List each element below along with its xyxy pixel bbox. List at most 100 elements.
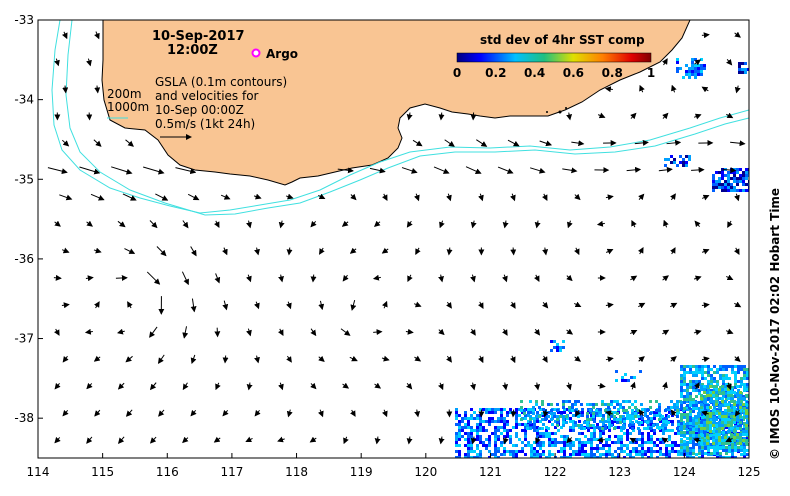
sst-pixel — [722, 431, 725, 434]
velocity-arrow — [735, 33, 741, 37]
sst-pixel — [455, 417, 458, 420]
sst-pixel — [625, 400, 628, 403]
sst-pixel — [727, 436, 730, 439]
sst-pixel — [689, 428, 692, 431]
sst-pixel — [616, 421, 619, 424]
sst-pixel — [622, 409, 625, 412]
sst-pixel — [721, 427, 724, 430]
sst-pixel — [703, 400, 706, 403]
sst-pixel — [718, 171, 721, 174]
sst-pixel — [683, 365, 686, 368]
velocity-arrow — [448, 194, 450, 201]
velocity-arrow — [664, 383, 666, 390]
sst-pixel — [593, 453, 596, 456]
sst-pixel — [524, 417, 527, 420]
sst-pixel — [700, 427, 703, 430]
sst-pixel — [718, 186, 721, 189]
velocity-arrow — [691, 170, 704, 171]
sst-pixel — [700, 385, 703, 388]
sst-pixel — [718, 421, 721, 424]
sst-pixel — [671, 441, 674, 444]
sst-pixel — [647, 435, 650, 438]
sst-pixel — [712, 174, 715, 177]
sst-pixel — [602, 432, 605, 435]
sst-pixel — [653, 417, 656, 420]
sst-pixel — [742, 174, 745, 177]
sst-pixel — [695, 389, 698, 392]
sst-pixel — [627, 379, 630, 382]
sst-pixel — [745, 433, 748, 436]
sst-pixel — [718, 433, 721, 436]
sst-pixel — [512, 453, 515, 456]
x-tick-label: 123 — [608, 465, 631, 479]
sst-pixel — [551, 432, 554, 435]
sst-pixel — [722, 377, 725, 380]
sst-pixel — [692, 443, 695, 446]
sst-pixel — [706, 427, 709, 430]
sst-pixel — [659, 438, 662, 441]
sst-pixel — [631, 412, 634, 415]
velocity-arrow — [191, 247, 196, 256]
sst-pixel — [562, 340, 565, 343]
sst-pixel — [488, 423, 491, 426]
velocity-arrow — [694, 115, 701, 118]
sst-pixel — [680, 407, 683, 410]
sst-pixel — [733, 174, 736, 177]
sst-pixel — [680, 377, 683, 380]
sst-pixel — [556, 343, 559, 346]
sst-pixel — [626, 444, 629, 447]
sst-pixel — [572, 441, 575, 444]
sst-pixel — [461, 417, 464, 420]
map-time: 12:00Z — [167, 43, 218, 58]
sst-pixel — [592, 412, 595, 415]
sst-pixel — [707, 368, 710, 371]
velocity-arrow — [288, 302, 290, 309]
sst-pixel — [689, 449, 692, 452]
sst-pixel — [640, 403, 643, 406]
sst-pixel — [497, 438, 500, 441]
sst-pixel — [556, 421, 559, 424]
sst-pixel — [722, 446, 725, 449]
sst-pixel — [724, 400, 727, 403]
sst-pixel — [560, 435, 563, 438]
velocity-arrow — [311, 221, 316, 226]
sst-pixel — [613, 406, 616, 409]
sst-pixel — [721, 174, 724, 177]
sst-pixel — [682, 158, 685, 161]
sst-pixel — [500, 411, 503, 414]
sst-pixel — [536, 453, 539, 456]
sst-pixel — [695, 401, 698, 404]
sst-pixel — [727, 418, 730, 421]
sst-pixel — [703, 439, 706, 442]
sst-pixel — [548, 438, 551, 441]
sst-pixel — [458, 450, 461, 453]
sst-pixel — [617, 426, 620, 429]
velocity-arrow — [183, 438, 188, 443]
sst-pixel — [692, 383, 695, 386]
sst-pixel — [661, 415, 664, 418]
sst-pixel — [455, 432, 458, 435]
sst-pixel — [568, 406, 571, 409]
velocity-arrow — [414, 304, 421, 307]
sst-pixel — [604, 403, 607, 406]
sst-pixel — [683, 425, 686, 428]
sst-pixel — [521, 429, 524, 432]
velocity-arrow — [512, 302, 516, 308]
sst-pixel — [467, 444, 470, 447]
velocity-arrow — [288, 410, 290, 417]
sst-pixel — [615, 370, 618, 373]
sst-pixel — [725, 368, 728, 371]
sst-pixel — [739, 174, 742, 177]
sst-pixel — [616, 403, 619, 406]
sst-pixel — [745, 177, 748, 180]
sst-pixel — [727, 183, 730, 186]
sst-pixel — [506, 432, 509, 435]
sst-pixel — [605, 450, 608, 453]
sst-pixel — [680, 395, 683, 398]
velocity-arrow — [215, 438, 221, 442]
sst-pixel — [724, 409, 727, 412]
sst-pixel — [685, 70, 688, 73]
sst-pixel — [715, 400, 718, 403]
sst-pixel — [520, 406, 523, 409]
